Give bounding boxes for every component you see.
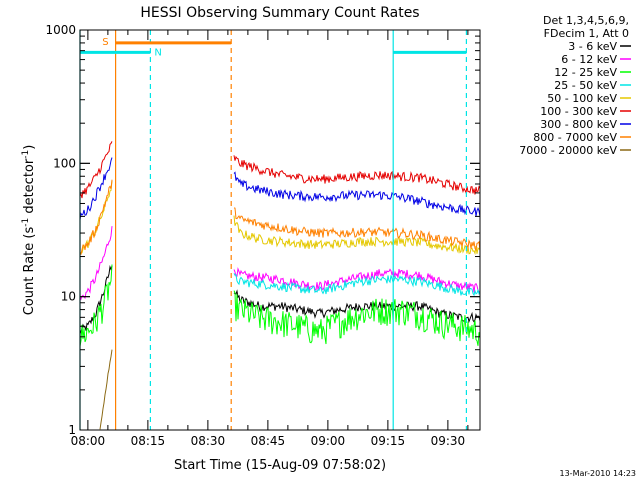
series-line <box>79 141 113 199</box>
legend-entry-label: 7000 - 20000 keV <box>519 144 617 157</box>
axis-ticks: 1 10 100 1000 08:00 08:15 08:30 08:45 09:00 09:15… <box>45 23 480 448</box>
series-line <box>99 349 113 430</box>
legend-entry-label: 50 - 100 keV <box>547 92 617 105</box>
series-line <box>233 215 481 256</box>
legend-entry-label: 300 - 800 keV <box>540 118 617 131</box>
x-tick-label: 09:00 <box>311 434 346 448</box>
flag-label: S <box>102 37 108 48</box>
legend-header-line: FDecim 1, Att 0 <box>544 27 629 40</box>
series-line <box>79 264 113 335</box>
y-axis-label-sup: -1 <box>21 218 31 227</box>
series-line <box>233 273 481 297</box>
x-tick-label: 08:45 <box>251 434 286 448</box>
x-tick-label: 09:30 <box>431 434 466 448</box>
x-tick-label: 08:30 <box>191 434 226 448</box>
flag-label: N <box>154 47 161 58</box>
series-line <box>79 157 113 220</box>
y-axis-label-part: Count Rate (s <box>22 227 37 316</box>
legend: Det 1,3,4,5,6,9, FDecim 1, Att 0 3 - 6 k… <box>519 14 631 157</box>
legend-header-line: Det 1,3,4,5,6,9, <box>543 14 629 27</box>
y-tick-label: 1000 <box>45 23 76 37</box>
series-line <box>79 264 113 347</box>
plot-area: SN <box>79 30 481 430</box>
chart-title: HESSI Observing Summary Count Rates <box>140 5 419 21</box>
y-axis-label: Count Rate (s-1 detector-1) <box>21 145 37 316</box>
series-line <box>79 179 113 255</box>
series-line <box>233 267 481 293</box>
x-tick-label: 08:00 <box>71 434 106 448</box>
series-line <box>233 155 481 195</box>
series-line <box>233 171 481 217</box>
x-tick-label: 09:15 <box>371 434 406 448</box>
series-line <box>233 207 481 252</box>
series-line <box>233 290 481 346</box>
legend-entry-label: 12 - 25 keV <box>554 66 617 79</box>
legend-entry-label: 100 - 300 keV <box>540 105 617 118</box>
series-line <box>233 289 481 324</box>
y-tick-label: 100 <box>53 156 76 170</box>
x-tick-label: 08:15 <box>131 434 166 448</box>
series-line <box>79 226 113 301</box>
y-axis-label-part: ) <box>22 145 37 150</box>
y-axis-label-sup: -1 <box>21 150 31 159</box>
y-tick-label: 10 <box>61 290 76 304</box>
legend-entry-label: 6 - 12 keV <box>561 53 617 66</box>
legend-entry-label: 25 - 50 keV <box>554 79 617 92</box>
legend-entry-label: 3 - 6 keV <box>568 40 617 53</box>
footer-timestamp: 13-Mar-2010 14:23 <box>560 469 637 478</box>
x-axis-label: Start Time (15-Aug-09 07:58:02) <box>174 458 386 473</box>
y-axis-label-part: detector <box>22 158 37 218</box>
plot-frame <box>79 29 481 431</box>
legend-entry-label: 800 - 7000 keV <box>533 131 617 144</box>
y-tick-label: 1 <box>68 423 76 437</box>
